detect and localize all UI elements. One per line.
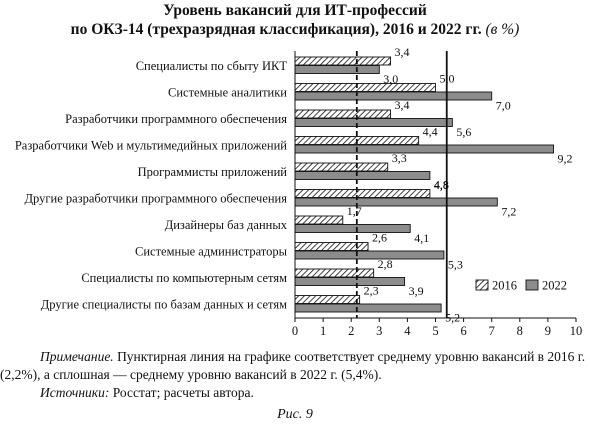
data-label-2022: 4,1	[414, 231, 429, 245]
category-label: Специалисты по компьютерным сетям	[81, 271, 287, 285]
x-tick-label: 9	[545, 324, 551, 338]
data-label-2016: 3,4	[395, 45, 410, 59]
data-label-2022: 3,9	[409, 284, 424, 298]
data-label-2022: 7,2	[501, 205, 516, 219]
x-tick-label: 8	[517, 324, 523, 338]
bar-2022	[294, 171, 431, 180]
chart-title-text: по ОКЗ-14 (трехразрядная классификация),…	[70, 21, 482, 38]
bar-2022	[294, 224, 411, 233]
legend-swatch-2022	[525, 279, 539, 291]
chart-note: Примечание. Пунктирная линия на графике …	[0, 348, 590, 384]
category-label: Другие разработчики программного обеспеч…	[25, 192, 288, 206]
bar-2016	[294, 268, 375, 278]
legend-label-2022: 2022	[542, 279, 567, 293]
figure-caption: Рис. 9	[277, 407, 313, 422]
x-tick-label: 4	[404, 324, 411, 338]
bar-2016	[294, 56, 391, 66]
data-label-2016: 2,3	[364, 284, 379, 298]
data-label-2016: 4,8	[434, 178, 449, 192]
x-tick-label: 6	[460, 324, 466, 338]
data-label-2022: 3,0	[383, 72, 398, 86]
bar-2022	[294, 303, 442, 313]
legend-swatch-2016	[475, 279, 489, 291]
data-label-2016: 3,3	[392, 151, 407, 165]
data-label-2016: 3,4	[395, 98, 410, 112]
category-label: Программисты приложений	[138, 165, 288, 179]
category-label: Системные аналитики	[168, 86, 287, 100]
bar-2016	[294, 162, 389, 172]
bar-2016	[294, 215, 344, 225]
chart-sources: Источники: Росстат; расчеты автора.	[0, 384, 590, 402]
x-tick-label: 3	[376, 324, 382, 338]
data-label-2022: 4,8	[434, 178, 449, 192]
data-label-2022: 9,2	[558, 152, 573, 166]
x-tick-label: 2	[348, 324, 354, 338]
bar-2016	[294, 295, 361, 304]
legend-box	[474, 278, 572, 292]
category-label: Специалисты по сбыту ИКТ	[136, 59, 288, 73]
bar-2022	[294, 144, 554, 154]
x-tick-label: 1	[320, 324, 326, 338]
sources-text: Росстат; расчеты автора.	[112, 385, 254, 400]
chart-title-unit: (в %)	[485, 21, 520, 38]
category-label: Дизайнеры баз данных	[165, 218, 288, 232]
x-tick-label: 7	[489, 324, 495, 338]
category-label: Другие специалисты по базам данных и сет…	[41, 298, 287, 312]
x-tick-label: 10	[570, 324, 583, 338]
data-label-2016: 4,4	[423, 125, 438, 139]
sources-label: Источники:	[40, 385, 110, 400]
chart-title-line1: Уровень вакансий для ИТ-профессий	[163, 2, 427, 19]
data-label-2022: 5,3	[448, 258, 463, 272]
bar-2022	[294, 277, 406, 286]
category-label: Разработчики программного обеспечения	[65, 112, 287, 126]
x-tick-label: 0	[292, 324, 298, 338]
bar-2016	[294, 189, 431, 198]
x-tick-label: 5	[432, 324, 438, 338]
bar-2016	[294, 83, 436, 92]
note-label: Примечание.	[40, 349, 114, 364]
note-text: Пунктирная линия на графике соответствуе…	[0, 349, 586, 382]
category-label: Системные администраторы	[135, 245, 288, 259]
bar-2022	[294, 91, 493, 101]
bar-2022	[294, 250, 445, 260]
data-label-2016: 2,8	[378, 257, 393, 271]
bar-chart: Специалисты по сбыту ИКТ 3,4 3,0 Системные …	[15, 45, 583, 338]
data-label-2022: 5,6	[456, 125, 471, 139]
data-label-2022: 7,0	[496, 99, 511, 113]
category-label: Разработчики Web и мультимедийных прилож…	[15, 139, 287, 153]
data-label-2016: 1,7	[347, 204, 362, 218]
data-label-2016: 2,6	[372, 231, 387, 245]
bar-2016	[294, 109, 391, 119]
bar-2022	[294, 197, 498, 207]
legend-label-2016: 2016	[492, 279, 517, 293]
chart-title-line2: по ОКЗ-14 (трехразрядная классификация),…	[0, 21, 590, 39]
bar-2022	[294, 65, 380, 74]
